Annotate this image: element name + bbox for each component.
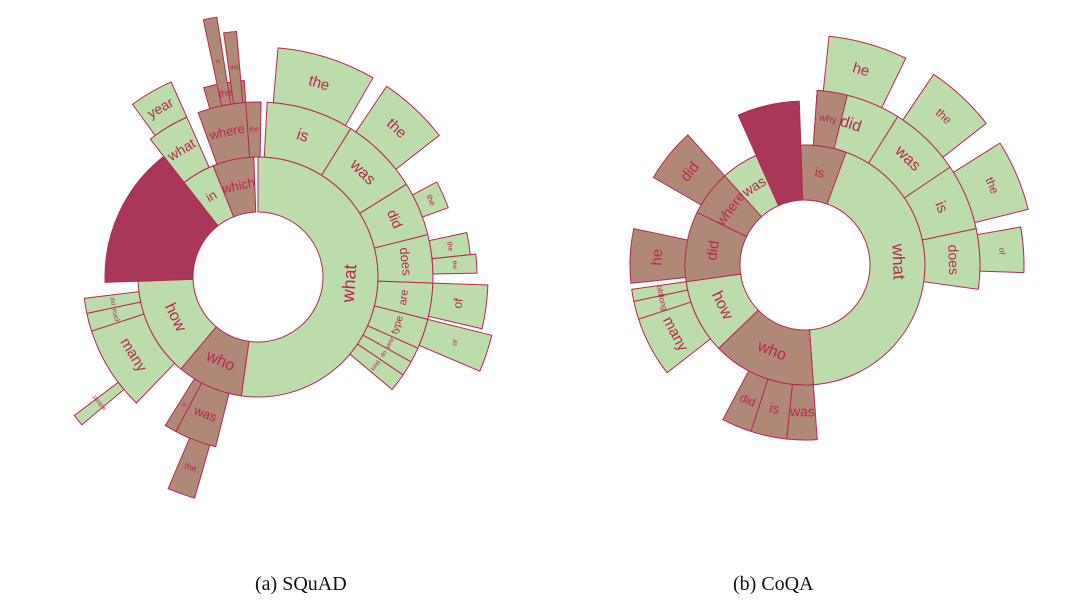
squad-label-28: the [183, 460, 198, 474]
squad-label-34: did [230, 65, 239, 72]
squad-label-32: the [218, 87, 234, 100]
squad-label-15: the [307, 72, 332, 94]
coqa-label-8: did [838, 113, 864, 136]
squad-label-17: the [424, 193, 437, 207]
squad-label-20: the [451, 261, 458, 270]
coqa-label-12: he [851, 59, 872, 80]
squad-segment-25 [73, 381, 125, 426]
coqa-label-22: he [648, 248, 666, 266]
squad-label-18: of [450, 297, 465, 309]
squad-label-27: is [181, 402, 188, 409]
squad-label-8: did [384, 207, 406, 230]
sunburst-coqa: whatwhohowdidwherewasisdidwasisdoeshethe… [629, 35, 1029, 441]
coqa-label-24: why [817, 112, 837, 126]
squad-label-21: of [451, 339, 460, 347]
squad-segment-14 [349, 343, 404, 391]
squad-label-0: what [338, 264, 361, 304]
caption-coqa: (b) CoQA [733, 573, 814, 595]
squad-label-13: do [380, 349, 389, 358]
squad-label-5: which [220, 175, 257, 197]
squad-label-14: kind [371, 360, 382, 372]
squad-label-6: is [294, 126, 310, 146]
squad-label-31: where [207, 121, 246, 143]
coqa-label-3: did [703, 239, 723, 261]
squad-label-19: the [445, 241, 453, 252]
coqa-segment-14 [952, 142, 1029, 224]
squad-label-24: did [108, 297, 115, 306]
coqa-segment-24 [812, 89, 848, 150]
coqa-label-0: what [888, 242, 908, 280]
squad-label-35: is [216, 59, 221, 66]
coqa-label-20: long [657, 295, 670, 312]
squad-segment-30 [131, 81, 188, 137]
coqa-label-7: is [814, 164, 826, 180]
caption-squad: (a) SQuAD [255, 573, 347, 595]
coqa-segment-13 [902, 73, 987, 158]
coqa-label-16: is [768, 399, 781, 417]
squad-segment-34 [223, 30, 244, 105]
squad-segment-15 [272, 47, 374, 127]
squad-label-33: the [249, 126, 259, 133]
squad-segment-20 [431, 253, 478, 275]
squad-segment-18 [427, 282, 489, 330]
coqa-segment-17 [786, 383, 818, 441]
squad-segment-33 [245, 101, 262, 158]
coqa-label-11: does [945, 244, 962, 275]
squad-segment-24 [83, 291, 142, 314]
squad-segment-21 [418, 318, 493, 372]
coqa-segment-21 [631, 281, 689, 302]
coqa-segment-23 [652, 134, 726, 206]
coqa-label-21: old [655, 285, 666, 297]
squad-label-9: does [397, 247, 415, 277]
coqa-label-18: did [738, 390, 758, 409]
squad-segment-28 [167, 437, 211, 499]
coqa-segment-22 [629, 228, 689, 284]
squad-segment-27 [164, 378, 203, 433]
squad-segment-17 [411, 181, 449, 218]
squad-label-12: year [385, 337, 396, 350]
coqa-segment-18 [722, 370, 769, 433]
coqa-label-14: the [982, 175, 1002, 196]
coqa-segment-15 [976, 226, 1025, 274]
squad-label-10: are [397, 289, 411, 306]
squad-segment-16 [355, 85, 440, 170]
coqa-segment-6 [737, 100, 804, 207]
coqa-label-15: of [997, 248, 1006, 256]
squad-label-23: much [110, 306, 121, 324]
coqa-label-17: was [789, 403, 815, 419]
squad-segment-35 [202, 16, 232, 107]
